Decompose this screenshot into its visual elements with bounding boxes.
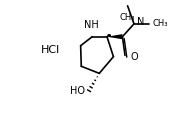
Text: CH₃: CH₃	[153, 19, 168, 28]
Polygon shape	[107, 34, 122, 39]
Text: HO: HO	[70, 86, 85, 96]
Text: NH: NH	[84, 20, 99, 30]
Text: O: O	[131, 52, 138, 62]
Text: CH₃: CH₃	[119, 13, 135, 22]
Text: N: N	[137, 17, 145, 27]
Text: HCl: HCl	[41, 45, 60, 55]
